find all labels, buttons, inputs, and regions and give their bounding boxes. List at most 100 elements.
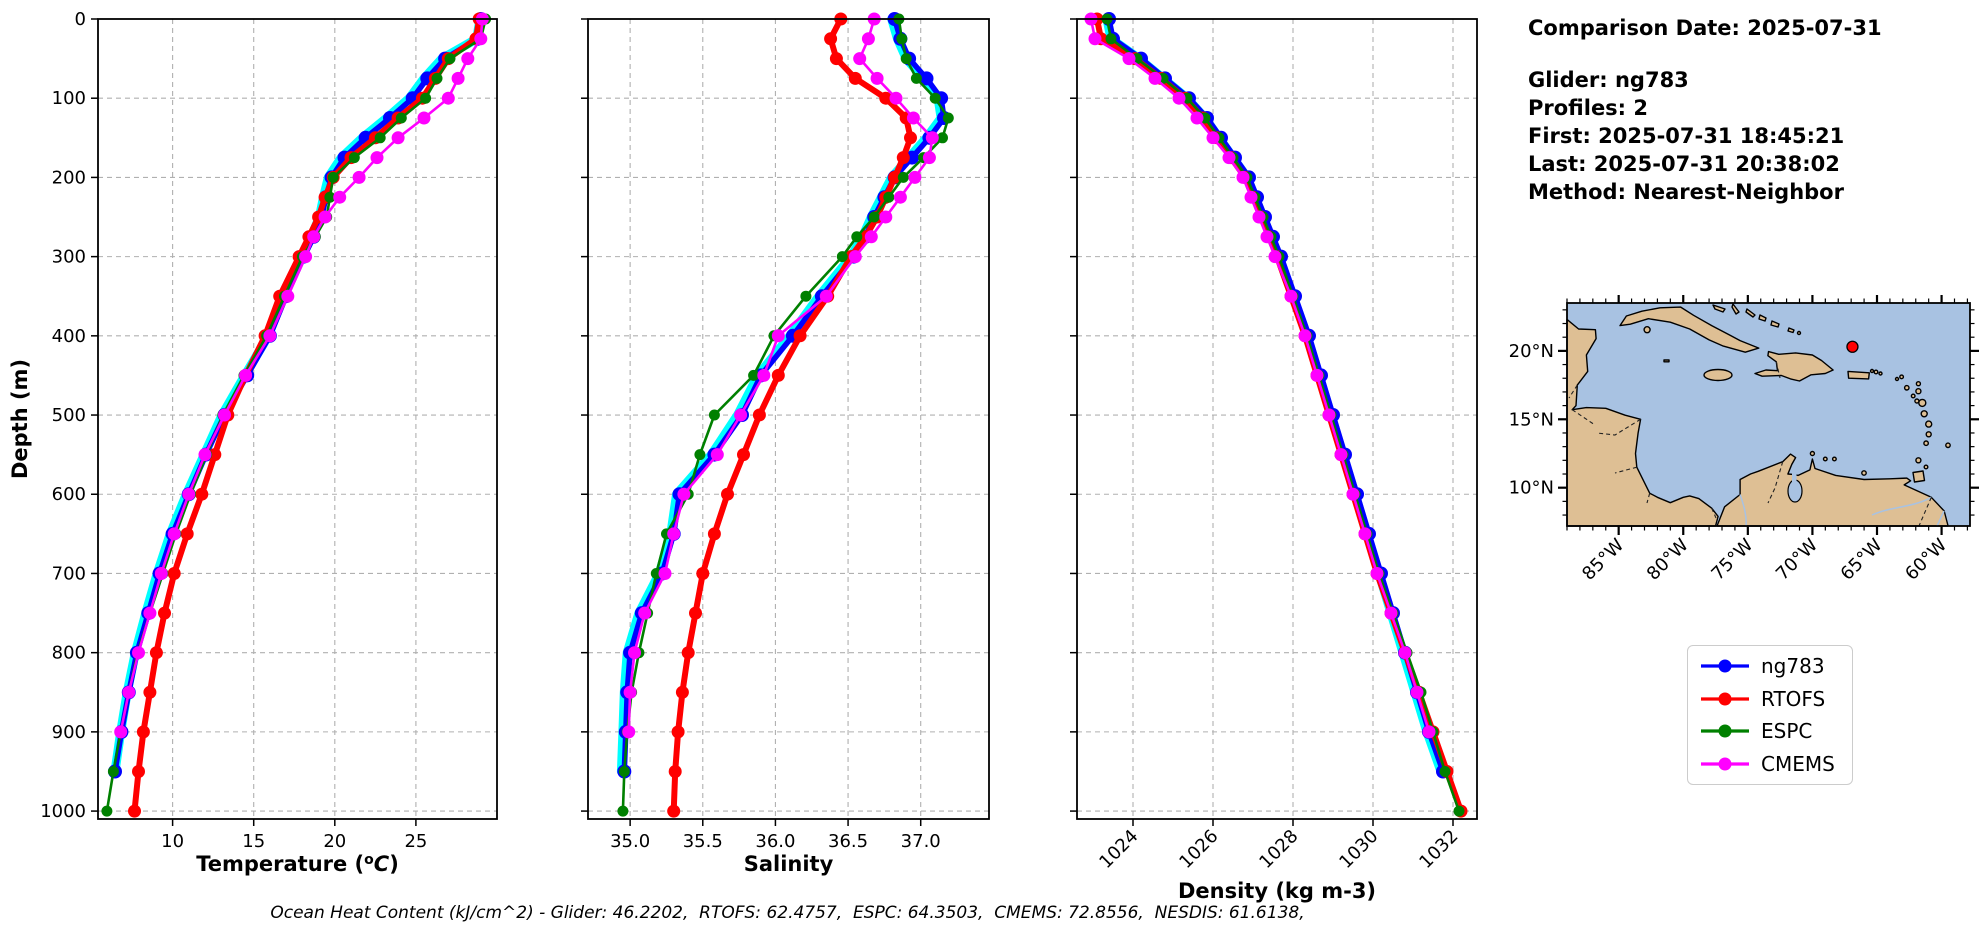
x-tick-label: 35.5 [683,831,723,852]
marker [671,725,685,739]
profile-count: Profiles: 2 [1528,96,1649,120]
marker [307,230,321,244]
y-tick-label: 900 [52,722,86,743]
y-tick-label: 1000 [40,801,86,822]
marker [824,32,838,46]
marker [829,52,843,66]
map-rivers [1739,494,1945,527]
series-ng783-raw-line [1102,14,1446,776]
legend-label-espc: ESPC [1761,719,1813,744]
marker [444,53,456,65]
map-lon-label: 70°W [1772,535,1822,585]
x-tick-label: 10 [161,831,184,852]
marker [1284,289,1298,303]
series-ng783-line [621,16,947,775]
marker [896,33,908,45]
series-ng783-raw-line [616,14,946,776]
marker [324,191,336,203]
series-ng783-line [1106,16,1446,775]
land-isla-juventud [1643,326,1651,334]
marker [667,527,681,541]
series-RTOFS-markers [667,12,917,818]
marker [1190,111,1204,125]
marker [395,112,407,124]
marker [333,190,347,204]
marker [167,567,181,580]
marker [919,71,934,86]
map-lon-label: 65°W [1837,535,1887,585]
info-panel: Comparison Date: 2025-07-31 Glider: ng78… [1528,14,1882,206]
marker [771,368,785,382]
marker [1453,805,1465,817]
marker [374,132,386,144]
x-tick-label: 36.0 [755,831,795,852]
marker [650,568,662,579]
marker [896,151,910,165]
marker [771,329,785,343]
ohc-footer: Ocean Heat Content (kJ/cm^2) - Glider: 4… [270,903,1305,923]
marker [710,448,724,462]
marker [1122,52,1136,66]
marker [1439,766,1451,777]
marker [1398,646,1412,660]
marker [281,289,295,303]
marker [819,289,833,303]
map-lon-label: 85°W [1578,535,1628,585]
land-cuba [1619,306,1760,353]
marker [101,805,113,817]
marker [707,527,721,541]
marker [1206,131,1220,145]
grid-temperature [98,19,497,819]
land-hispaniola [1754,350,1834,382]
x-axis-title-salinity: Salinity [744,852,834,876]
marker [922,151,936,165]
chart-temperature: 10 15 20 25 0 100 200 300 400 500 600 700 800 900 1000… [8,9,498,876]
marker [942,112,954,124]
x-tick-label: 1026 [1175,826,1222,873]
marker [937,132,948,144]
marker [848,71,862,85]
marker [431,72,443,84]
y-tick-label: 300 [52,247,86,268]
land-lesser-antilles [1809,368,1951,476]
legend-label-ng783: ng783 [1761,654,1825,679]
y-tick-label: 400 [52,326,86,347]
marker [628,646,641,660]
marker [696,567,710,580]
legend-item-ng783: ng783 [1688,651,1852,681]
map-lake-maracaibo [1787,473,1803,503]
map-canvas [1566,302,1971,527]
marker [1334,448,1348,462]
x-tick-label: 1028 [1255,826,1302,873]
legend: ng783 RTOFS ESPC CMEMS [1687,645,1853,785]
tick-marks [581,18,922,826]
legend-label-cmems: CMEMS [1761,751,1835,776]
legend-swatch-rtofs [1701,692,1749,706]
marker [114,725,128,739]
x-tick-label: 37.0 [901,831,941,852]
map-lon-label: 80°W [1643,535,1693,585]
marker [263,329,277,343]
legend-item-rtofs: RTOFS [1688,684,1852,714]
marker [1244,190,1258,204]
series-ng783-markers [108,12,488,779]
marker [1410,685,1424,699]
marker [906,111,920,125]
marker [1105,33,1117,45]
marker [888,170,902,184]
y-tick-label: 600 [52,484,86,505]
marker [853,52,867,66]
marker [1370,567,1384,580]
marker [617,805,629,817]
map-lat-label: 20°N [1509,341,1554,362]
marker [1222,151,1236,165]
marker [149,646,163,660]
marker [132,646,145,660]
series-ng783-line [112,16,484,775]
map-border [1566,302,1971,527]
x-tick-label: 36.5 [828,831,868,852]
marker [420,92,432,104]
marker [752,408,766,422]
tick-marks [91,18,417,826]
legend-swatch-espc [1701,724,1749,738]
